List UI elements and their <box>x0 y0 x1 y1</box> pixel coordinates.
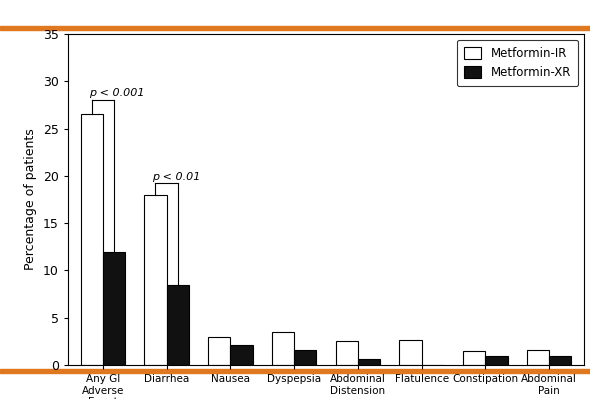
Bar <box>463 351 486 365</box>
Bar <box>549 356 571 365</box>
Y-axis label: Percentage of patients: Percentage of patients <box>24 128 37 271</box>
Text: Source: Curr Med Res Opin © 2004 Librapharm Limited: Source: Curr Med Res Opin © 2004 Libraph… <box>310 381 581 391</box>
Bar <box>486 356 507 365</box>
Bar <box>527 350 549 365</box>
Bar <box>0 26 590 30</box>
Bar <box>166 284 189 365</box>
Bar <box>336 342 358 365</box>
Bar <box>358 359 380 365</box>
Legend: Metformin-IR, Metformin-XR: Metformin-IR, Metformin-XR <box>457 40 578 86</box>
Bar <box>399 340 422 365</box>
Bar <box>81 115 103 365</box>
Bar <box>272 332 294 365</box>
Bar <box>294 350 316 365</box>
Bar <box>0 369 590 373</box>
Text: p < 0.001: p < 0.001 <box>88 88 144 98</box>
Bar <box>230 345 253 365</box>
Bar <box>145 195 166 365</box>
Text: www.medscape.com: www.medscape.com <box>160 6 289 19</box>
Bar <box>103 251 125 365</box>
Bar <box>208 337 230 365</box>
Text: Medscape®: Medscape® <box>9 6 91 19</box>
Text: p < 0.01: p < 0.01 <box>152 172 201 182</box>
